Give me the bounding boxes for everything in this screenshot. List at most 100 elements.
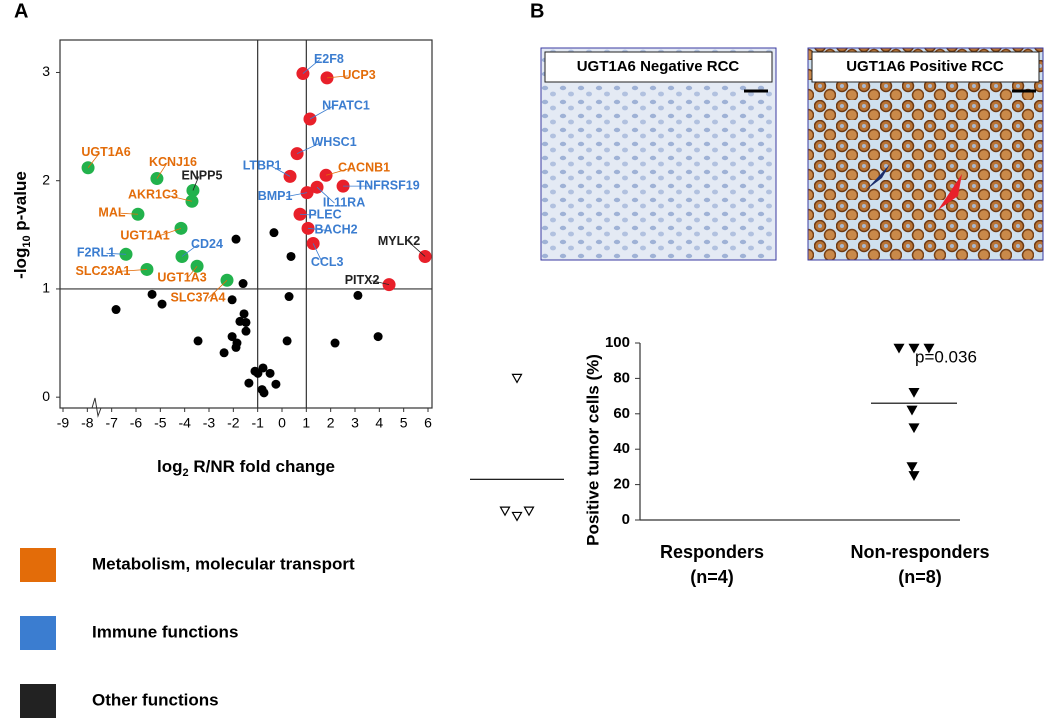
y-tick-label: 80 — [613, 369, 630, 386]
data-point — [499, 506, 511, 517]
point-label: F2RL1 — [77, 246, 115, 260]
data-point — [893, 343, 905, 354]
data-point — [908, 343, 920, 354]
axis-label: Positive tumor cells (%) — [583, 354, 602, 546]
legend-swatch — [20, 684, 56, 718]
point-label: IL11RA — [323, 195, 365, 209]
y-tick-label: 40 — [613, 440, 630, 457]
leader-line — [87, 152, 101, 168]
x-tick-label: -2 — [227, 415, 240, 431]
data-point — [147, 289, 157, 299]
x-tick-label: -3 — [203, 415, 216, 431]
point-label: CCL3 — [311, 255, 344, 269]
axis-label-part: log — [157, 457, 183, 476]
plot-frame — [59, 39, 433, 409]
data-point — [923, 343, 935, 354]
data-point — [330, 338, 340, 348]
leader-line — [156, 162, 168, 179]
panel-label: B — [530, 0, 544, 22]
leader-line — [309, 105, 334, 120]
image-title: UGT1A6 Negative RCC — [577, 58, 740, 75]
x-tick-label: 0 — [278, 415, 286, 431]
x-tick-label: (n=4) — [690, 567, 734, 587]
arrowhead — [938, 174, 962, 210]
data-point — [908, 423, 920, 434]
point-label: AKR1C3 — [128, 188, 178, 202]
leader-line — [207, 279, 228, 299]
data-point — [271, 379, 281, 389]
point-label: BMP1 — [258, 189, 293, 203]
leader-line — [157, 227, 182, 237]
leader-line — [286, 192, 308, 198]
legend-swatch — [20, 548, 56, 582]
x-tick-label: 1 — [302, 415, 310, 431]
data-point — [906, 405, 918, 416]
point-label: UGT1A1 — [120, 229, 169, 243]
point-label: BACH2 — [315, 223, 358, 237]
data-point — [111, 305, 121, 315]
data-point — [284, 292, 294, 302]
y-tick-label: 1 — [42, 280, 50, 296]
leader-line — [371, 280, 390, 286]
micrograph — [807, 47, 1044, 261]
legend-label: Other functions — [92, 690, 219, 709]
point-label: UGT1A6 — [81, 145, 130, 159]
data-point — [227, 295, 237, 305]
point-label: E2F8 — [314, 52, 344, 66]
legend-label: Metabolism, molecular transport — [92, 554, 355, 573]
y-tick-label: 2 — [42, 171, 50, 187]
image-title: UGT1A6 Positive RCC — [846, 58, 1004, 75]
x-tick-label: -6 — [130, 415, 143, 431]
leader-line — [181, 244, 199, 257]
data-point — [269, 228, 279, 238]
y-tick-label: 3 — [42, 63, 50, 79]
y-tick-label: 20 — [613, 476, 630, 493]
leader-line — [307, 227, 327, 231]
leader-line — [326, 75, 348, 79]
axis-label-part: R/NR fold change — [189, 457, 335, 476]
x-tick-label: 2 — [327, 415, 335, 431]
x-tick-label: Non-responders — [850, 542, 989, 562]
data-point — [523, 506, 535, 517]
data-point — [239, 309, 249, 319]
data-point — [908, 387, 920, 398]
point-label: CD24 — [191, 237, 223, 251]
x-tick-label: -1 — [251, 415, 264, 431]
leader-line — [271, 166, 291, 177]
data-point — [241, 317, 251, 327]
data-point — [282, 336, 292, 346]
x-tick-label: -8 — [81, 415, 94, 431]
x-tick-label: -7 — [105, 415, 118, 431]
y-tick-label: 0 — [42, 388, 50, 404]
leader-line — [312, 243, 323, 263]
annotation: p=0.036 — [915, 347, 977, 366]
data-point — [231, 234, 241, 244]
data-point — [219, 348, 229, 358]
point-label: SLC23A1 — [76, 264, 131, 278]
x-tick-label: 5 — [400, 415, 408, 431]
data-point — [244, 378, 254, 388]
data-point — [906, 462, 918, 473]
axis-label-part: p-value — [11, 171, 30, 235]
micrograph — [540, 47, 777, 261]
data-point — [373, 332, 383, 342]
data-point — [157, 299, 167, 309]
data-point — [259, 388, 269, 398]
point-label: LTBP1 — [243, 159, 282, 173]
data-point — [238, 279, 248, 289]
legend-label: Immune functions — [92, 622, 238, 641]
point-label: WHSC1 — [312, 135, 357, 149]
data-point — [227, 332, 237, 342]
x-tick-label: (n=8) — [898, 567, 942, 587]
point-label: TNFRSF19 — [356, 178, 419, 192]
arrowhead — [866, 164, 890, 190]
point-label: SLC37A4 — [171, 291, 226, 305]
leader-line — [302, 59, 321, 74]
leader-line — [187, 265, 198, 279]
x-tick-label: -4 — [178, 415, 191, 431]
axis-label-sub: 2 — [182, 467, 188, 479]
axis-label-part: -log — [11, 248, 30, 279]
axis-label: -log10 p-value — [11, 171, 32, 279]
leader-line — [121, 212, 138, 215]
